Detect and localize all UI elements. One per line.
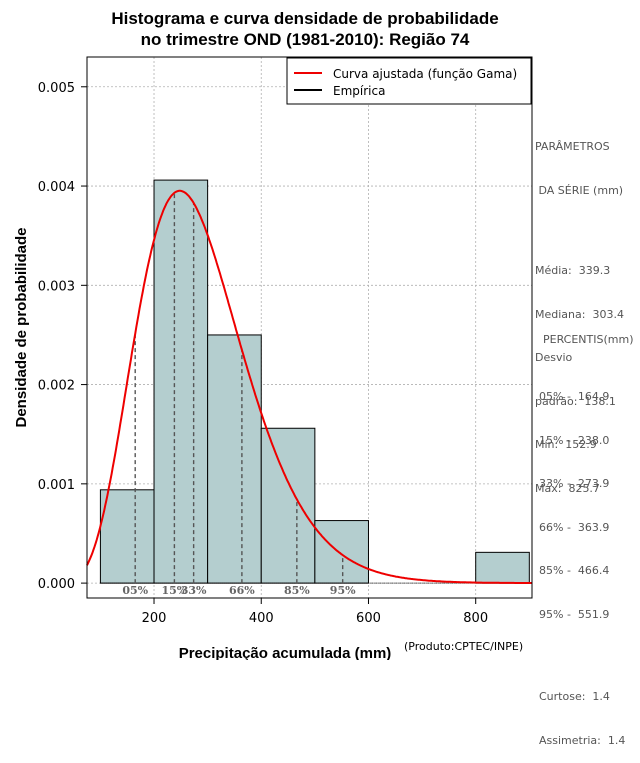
params-panel: PARÂMETROS DA SÉRIE (mm) Média: 339.3 Me… — [535, 111, 624, 511]
y-tick-label: 0.000 — [38, 577, 75, 592]
x-tick-label: 200 — [142, 611, 167, 626]
percentiles-panel: 05% - 164.9 15% - 238.0 33% - 273.9 66% … — [539, 361, 625, 763]
legend-label: Curva ajustada (função Gama) — [333, 67, 517, 81]
percentile-label: 15% — [162, 584, 188, 597]
y-tick-label: 0.003 — [38, 279, 75, 294]
percentile-05: 05% - 164.9 — [539, 390, 610, 403]
percentile-95: 95% - 551.9 — [539, 607, 610, 621]
y-tick-label: 0.001 — [38, 478, 75, 493]
percentile-15: 15% - 238.0 — [539, 433, 610, 447]
histogram-bar — [475, 551, 530, 584]
y-tick-label: 0.005 — [38, 81, 75, 96]
x-tick-label: 600 — [356, 611, 381, 626]
percentile-label: 33% — [181, 584, 207, 597]
x-tick-label: 400 — [249, 611, 274, 626]
y-tick-label: 0.004 — [38, 180, 75, 195]
stat-curtose: Curtose: 1.4 — [539, 690, 610, 703]
fitted-gamma-curve — [86, 189, 532, 584]
histogram-bar — [99, 489, 155, 584]
legend-label: Empírica — [333, 84, 385, 98]
percentile-label: 95% — [330, 584, 356, 597]
chart-title-line1: Histograma e curva densidade de probabil… — [111, 9, 499, 28]
param-min: Mín: 152.9 — [535, 438, 597, 451]
y-axis-title: Densidade de probabilidade — [13, 227, 30, 427]
histogram-bar — [314, 520, 369, 584]
histogram-bar — [260, 427, 316, 584]
histogram-chart: 05% 15%33% 66% 85% 95% 200 400 600 800 0.000 0.001… — [13, 56, 533, 660]
stat-assimetria: Assimetria: 1.4 — [539, 733, 626, 747]
percentile-66: 66% - 363.9 — [539, 520, 610, 534]
param-media: Média: 339.3 — [535, 264, 611, 277]
param-desvio-label: Desvio — [535, 351, 573, 364]
histogram-bar — [207, 334, 262, 584]
product-credit: (Produto:CPTEC/INPE) — [404, 640, 524, 653]
legend-box — [286, 57, 532, 105]
y-tick-label: 0.002 — [38, 379, 75, 394]
percentile-label: 85% — [284, 584, 310, 597]
param-max: Máx: 825.7 — [535, 481, 600, 495]
percentile-label: 05% — [122, 584, 148, 597]
param-mediana: Mediana: 303.4 — [535, 307, 624, 321]
plot-frame — [86, 56, 533, 599]
params-heading-1: PARÂMETROS — [535, 140, 610, 153]
histogram-bar — [153, 179, 209, 584]
percentile-label: 66% — [229, 584, 255, 597]
percentiles-heading: PERCENTIS(mm) — [543, 333, 634, 346]
x-axis-title: Precipitação acumulada (mm) — [179, 645, 392, 660]
percentile-85: 85% - 466.4 — [539, 564, 610, 577]
x-tick-label: 800 — [463, 611, 488, 626]
percentile-33: 33% - 273.9 — [539, 477, 610, 490]
chart-title-line2: no trimestre OND (1981-2010): Região 74 — [140, 30, 470, 49]
param-desvio-padrao: padrão: 138.1 — [535, 394, 616, 408]
params-heading-2: DA SÉRIE (mm) — [535, 183, 624, 197]
